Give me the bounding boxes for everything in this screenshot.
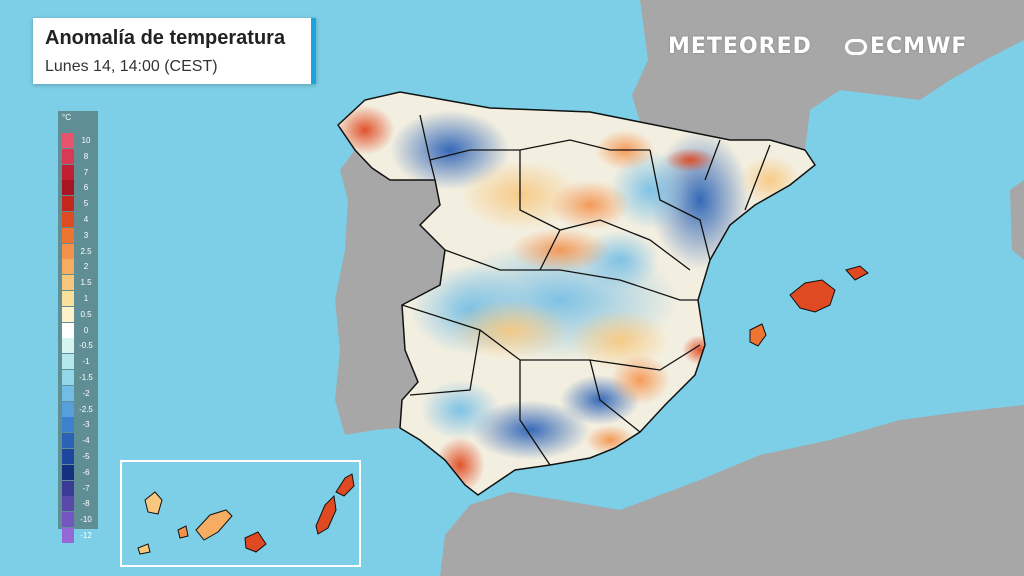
meteored-logo: METEORED: [668, 34, 812, 59]
legend-label: -4: [82, 436, 90, 446]
legend-swatch: [62, 133, 74, 148]
legend-swatch: [62, 417, 74, 433]
legend-label: -2.5: [79, 404, 93, 414]
legend-label: -1.5: [79, 373, 93, 382]
legend-swatch: [62, 180, 74, 196]
france-land: [632, 0, 1024, 150]
legend-label: -5: [82, 452, 90, 461]
legend-swatch: [62, 275, 74, 291]
legend-label: -6: [82, 467, 90, 477]
legend-swatch: [62, 370, 74, 385]
legend-swatch: [62, 449, 74, 464]
legend-label: -1: [82, 357, 90, 367]
legend-swatch: [62, 464, 74, 480]
legend-swatch: [62, 512, 74, 528]
legend-label: -10: [80, 515, 92, 525]
canary-islands: [137, 473, 355, 555]
ibiza: [749, 323, 767, 347]
title-box: Anomalía de temperatura Lunes 14, 14:00 …: [33, 18, 316, 84]
africa-land: [440, 405, 1024, 576]
legend-swatch: [62, 148, 74, 164]
legend-swatch: [62, 354, 74, 370]
legend-label: 4: [83, 215, 89, 224]
legend-swatch: [62, 243, 74, 259]
legend-swatch: [62, 306, 74, 322]
legend-label: -12: [80, 531, 92, 540]
mallorca: [789, 279, 836, 313]
legend-label: 0.5: [80, 309, 92, 319]
legend-label: 3: [83, 230, 89, 240]
legend-label: -7: [82, 483, 90, 493]
legend-label: 1: [83, 294, 89, 303]
legend-swatch: [62, 212, 74, 227]
legend-label: 6: [83, 183, 89, 193]
map-subtitle: Lunes 14, 14:00 (CEST): [45, 58, 218, 75]
sardinia-land: [1010, 180, 1024, 260]
legend-swatch: [62, 385, 74, 401]
legend-swatch: [62, 227, 74, 243]
legend-swatch: [62, 196, 74, 212]
spain-outline: [337, 91, 817, 496]
legend-label: 1.5: [80, 278, 92, 288]
legend-unit: °C: [62, 113, 71, 122]
ecmwf-logo: ECMWF: [845, 34, 967, 59]
legend-swatch: [62, 164, 74, 180]
legend-label: 5: [83, 199, 89, 209]
ecmwf-logo-text: ECMWF: [870, 34, 968, 59]
legend-label: 2.5: [80, 246, 92, 256]
legend-swatch: [62, 338, 74, 354]
map-title: Anomalía de temperatura: [45, 27, 286, 49]
legend-swatch: [62, 401, 74, 417]
legend-label: 8: [83, 151, 89, 161]
legend-label: 10: [81, 136, 91, 145]
legend-swatch: [62, 496, 74, 512]
legend-label: -0.5: [79, 341, 93, 351]
title-accent-bar: [311, 18, 316, 84]
legend-swatch: [62, 291, 74, 306]
canary-inset-frame: [120, 460, 361, 567]
legend-swatch: [62, 259, 74, 275]
ecmwf-logo-icon: [845, 38, 867, 55]
menorca: [845, 265, 869, 281]
legend-swatch: [62, 528, 74, 543]
portugal-land: [335, 150, 445, 435]
legend-swatch: [62, 433, 74, 449]
legend-label: -8: [82, 499, 90, 509]
legend-label: 2: [83, 262, 89, 272]
legend-label: -3: [82, 420, 90, 430]
legend-swatch: [62, 480, 74, 496]
region-borders: [401, 114, 771, 466]
legend-label: -2: [82, 388, 90, 398]
anomaly-field: [338, 105, 800, 493]
legend-label: 7: [83, 167, 89, 177]
legend-swatch: [62, 322, 74, 338]
color-legend: °C 10 8 7 6 5 4 3 2.5 2 1.5 1 0.5 0 -0.5 -1 -1.5 -2 -2.5 -…: [58, 111, 98, 543]
legend-label: 0: [83, 325, 89, 335]
